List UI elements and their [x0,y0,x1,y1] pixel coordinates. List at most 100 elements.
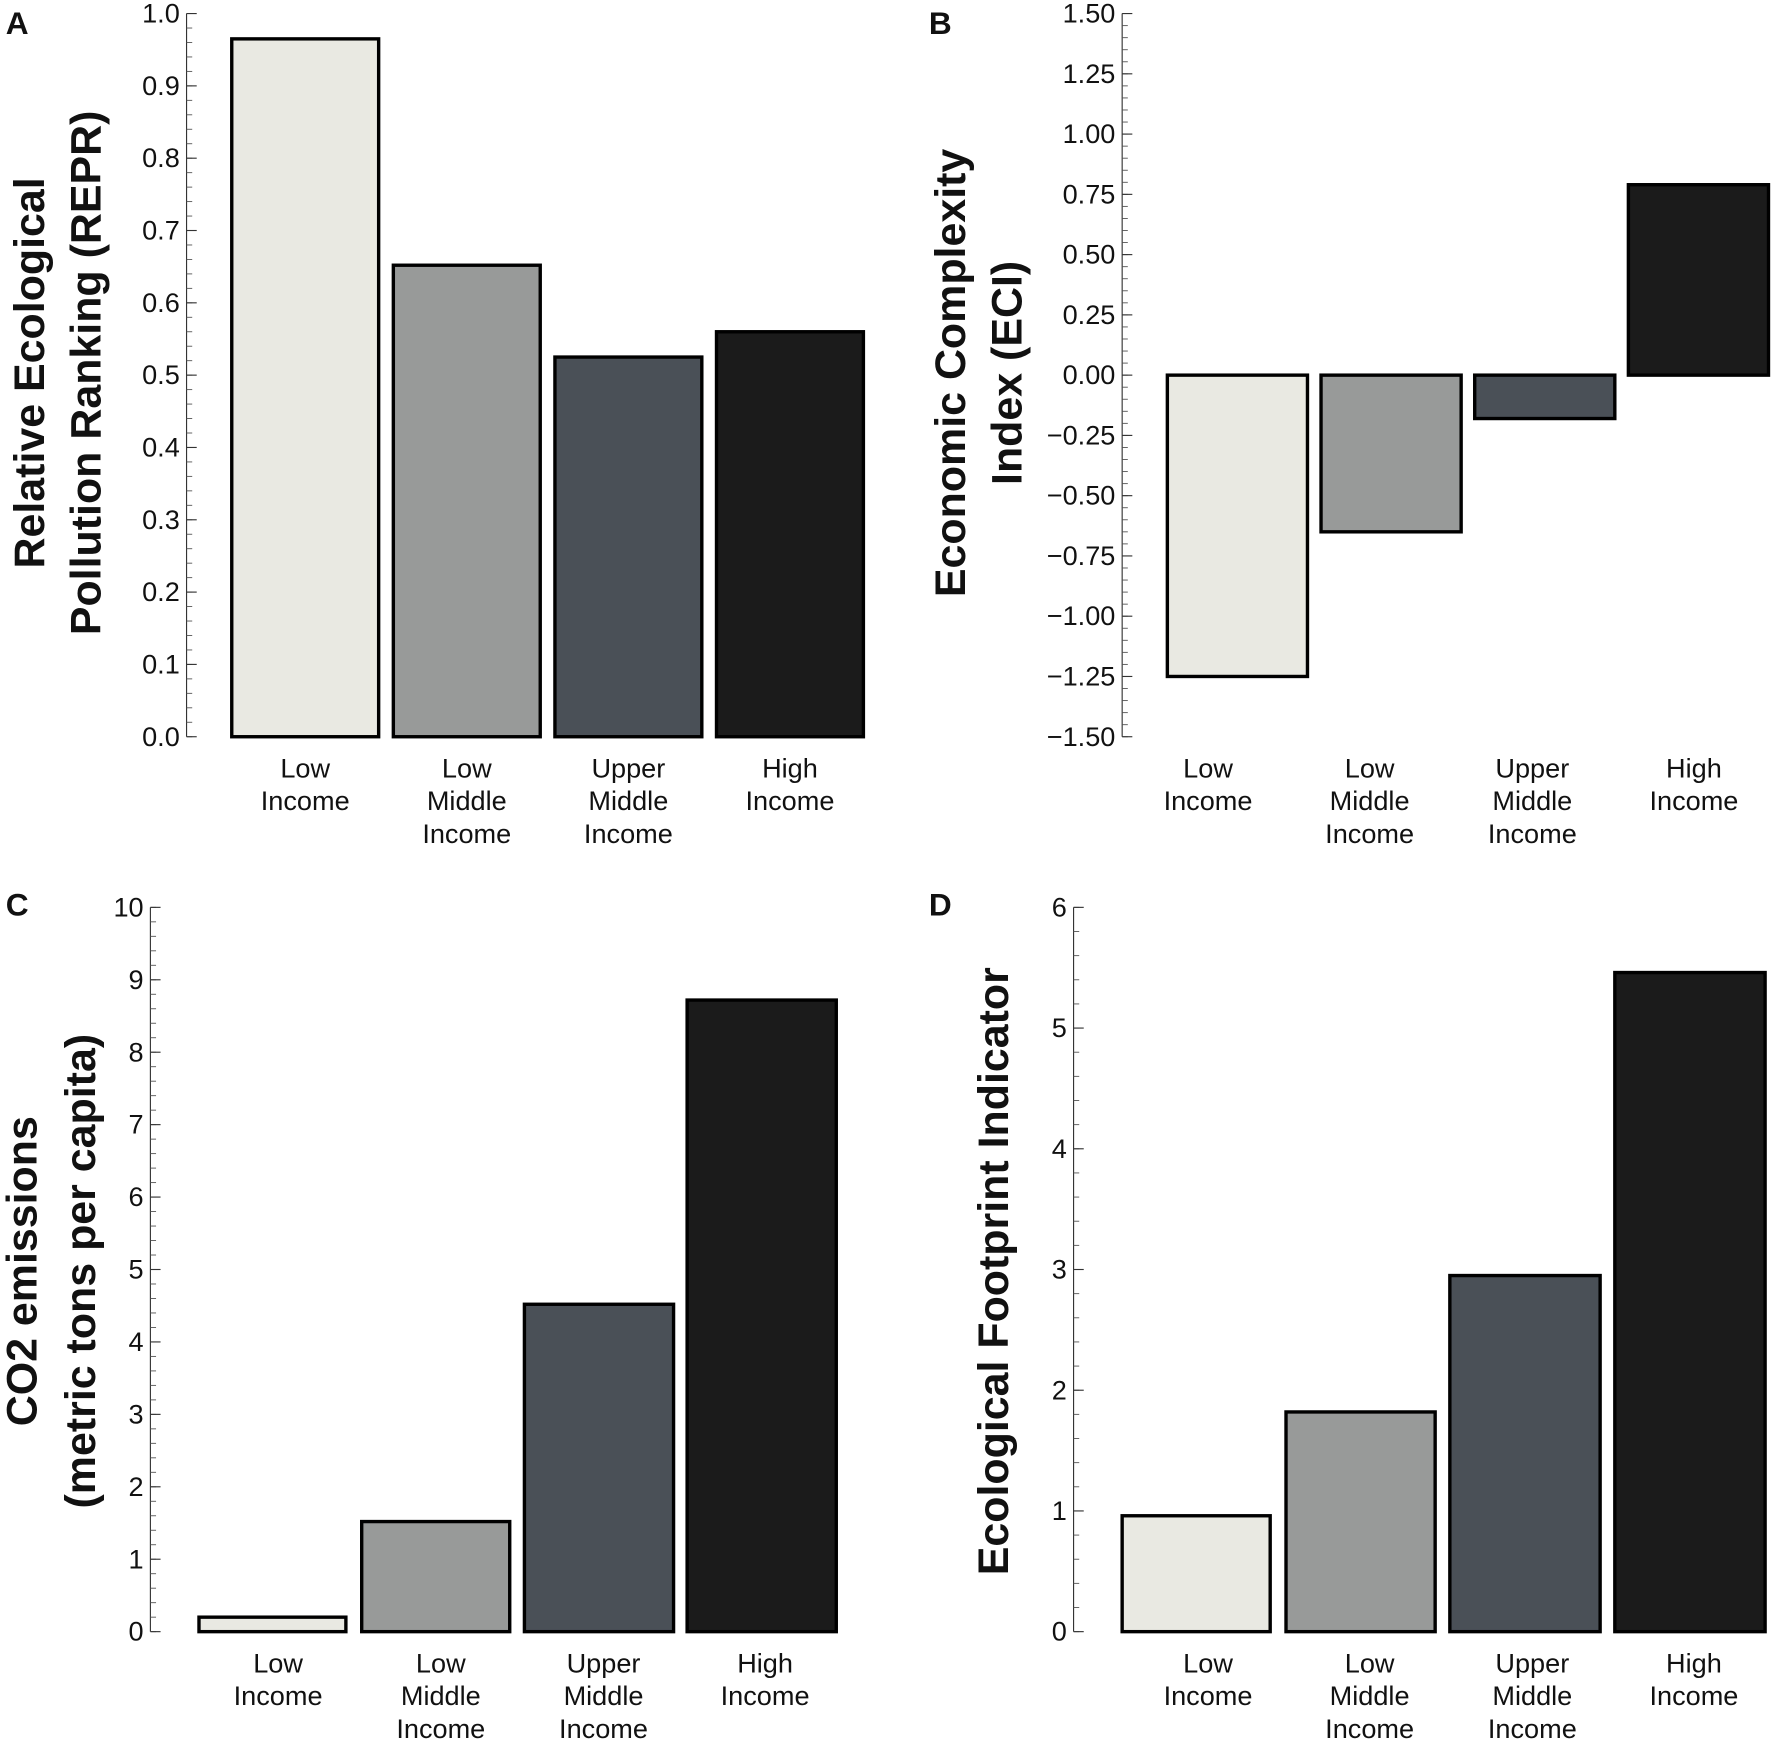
x-category-label: Income [746,785,835,816]
y-tick-label: 0.3 [142,504,180,535]
y-tick-label: 0.7 [142,215,180,246]
x-category-label: Low [1345,752,1395,783]
x-category-label: Middle [1492,1680,1572,1711]
x-category-label: Income [559,1713,648,1739]
y-tick-label: 0.6 [142,287,180,318]
x-category-label: High [762,752,818,783]
x-category-label: Low [442,752,492,783]
y-tick-label: −0.25 [1047,419,1116,450]
y-tick-label: 0.2 [142,576,180,607]
x-category-label: High [1666,752,1722,783]
x-category-label: Middle [427,785,507,816]
x-category-label: Income [261,785,350,816]
x-category-label: Income [1488,1713,1577,1739]
y-tick-label: 0.75 [1063,178,1116,209]
y-tick-label: 4 [129,1326,144,1357]
x-category-label: Income [396,1713,485,1739]
y-axis-title: Pollution Ranking (REPR) [63,111,111,636]
y-tick-label: 0.1 [142,648,180,679]
bar-upper-middle-income [522,1302,676,1634]
y-tick-label: 2 [1052,1374,1067,1405]
y-tick-label: 0.0 [142,721,180,752]
x-category-label: Low [253,1647,303,1678]
y-tick-label: 0.9 [142,70,180,101]
y-tick-label: 1.00 [1063,118,1116,149]
x-category-label: Middle [1492,785,1572,816]
x-category-label: Middle [1330,785,1410,816]
bar-upper-middle-income [1448,1273,1602,1634]
y-tick-label: 6 [129,1181,144,1212]
panel-label: B [929,5,952,41]
y-tick-label: −1.50 [1047,721,1116,752]
y-tick-label: 0.4 [142,432,180,463]
panel-d: D0123456LowIncomeLowMiddleIncomeUpperMid… [929,886,1767,1739]
bar-upper-middle-income [1473,373,1617,421]
bar-low-middle-income [391,263,542,739]
y-tick-label: 0.5 [142,359,180,390]
y-axis-title: Relative Ecological [6,177,54,568]
x-category-label: Middle [1330,1680,1410,1711]
x-category-label: Income [1488,818,1577,849]
y-tick-label: 6 [1052,891,1067,922]
y-tick-label: 7 [129,1109,144,1140]
bar-low-income [1120,1514,1272,1634]
panel-label: A [6,5,29,41]
x-category-label: Income [1649,785,1738,816]
x-category-label: Income [584,818,673,849]
x-category-label: Income [1164,785,1253,816]
panel-a: A 0.0 0.1 0.2 0.3 0.4 0.5 0.6 0.7 0.8 0.9 1.0 Low Inc… [6,0,866,849]
panel-b: B −1.50 −1.25 −1.00 −0.75 −0.50 −0.25 0.00 0.25 0… [927,0,1771,849]
bar-low-middle-income [1284,1410,1437,1634]
x-category-label: High [1666,1647,1722,1678]
y-tick-label: 5 [129,1254,144,1285]
bar-high-income [714,330,866,739]
x-category-label: Upper [1495,1647,1569,1678]
x-category-label: Income [422,818,511,849]
x-category-label: Income [1325,818,1414,849]
bar-low-income [1165,373,1310,679]
y-tick-label: 1.50 [1063,0,1116,29]
y-tick-label: 1.25 [1063,58,1116,89]
y-tick-label: 9 [129,964,144,995]
y-tick-label: −1.00 [1047,600,1116,631]
panel-label: D [929,886,952,922]
bar-low-middle-income [360,1519,512,1634]
bar-low-middle-income [1319,373,1463,534]
x-category-label: Low [1183,1647,1233,1678]
y-tick-label: 0 [129,1616,144,1647]
x-category-label: Middle [564,1680,644,1711]
y-tick-label: 5 [1052,1012,1067,1043]
y-tick-label: 4 [1052,1133,1067,1164]
bar-upper-middle-income [553,355,704,739]
y-tick-label: 8 [129,1036,144,1067]
y-tick-label: −0.75 [1047,540,1116,571]
y-tick-label: 1 [1052,1495,1067,1526]
x-category-label: High [737,1647,793,1678]
y-tick-label: 3 [129,1398,144,1429]
bar-low-income [197,1615,348,1634]
x-category-label: Upper [567,1647,641,1678]
y-axis-title: Economic Complexity [927,149,975,598]
y-axis-title: CO2 emissions [0,1116,46,1426]
x-category-label: Income [1649,1680,1738,1711]
y-axis-title: Ecological Footprint Indicator [970,967,1018,1575]
y-tick-label: 2 [129,1471,144,1502]
bar-high-income [1613,970,1767,1634]
y-tick-label: 0.00 [1063,359,1116,390]
y-tick-label: 0.8 [142,142,180,173]
x-category-label: Middle [401,1680,481,1711]
y-tick-label: −1.25 [1047,661,1116,692]
y-tick-label: −0.50 [1047,480,1116,511]
y-tick-label: 0 [1052,1616,1067,1647]
x-category-label: Income [721,1680,810,1711]
y-tick-label: 0.25 [1063,299,1116,330]
x-category-label: Middle [588,785,668,816]
y-tick-label: 1.0 [142,0,180,29]
bar-high-income [1626,183,1771,377]
x-category-label: Upper [1495,752,1569,783]
x-category-label: Income [1164,1680,1253,1711]
panel-c: C012345678910LowIncomeLowMiddleIncomeUpp… [0,886,838,1739]
y-axis-title: (metric tons per capita) [57,1034,105,1509]
y-tick-label: 10 [113,891,143,922]
